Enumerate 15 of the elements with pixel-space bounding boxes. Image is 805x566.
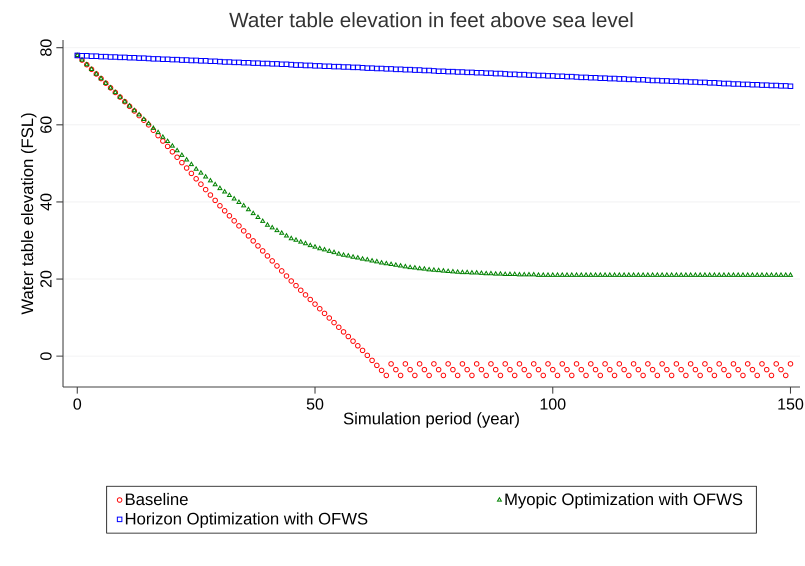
x-tick-label: 100 <box>540 398 566 410</box>
x-tick-label: 150 <box>778 398 804 410</box>
x-tick-label: 0 <box>73 398 82 410</box>
y-tick-label: 20 <box>40 270 52 288</box>
y-tick-label: 80 <box>40 39 52 56</box>
legend-label: Baseline <box>126 492 188 506</box>
legend-label: Horizon Optimization with OFWS <box>126 512 368 528</box>
x-tick-label: 50 <box>306 398 324 410</box>
x-axis-title: Simulation period (year) <box>344 412 519 428</box>
chart-title: Water table elevation in feet above sea level <box>229 12 632 28</box>
legend-label: Myopic Optimization with OFWS <box>505 492 742 508</box>
y-tick-label: 40 <box>40 194 52 210</box>
y-tick-label: 0 <box>40 352 52 360</box>
y-axis-title: Water table elevation (FSL) <box>20 113 36 315</box>
y-tick-label: 60 <box>40 116 52 133</box>
